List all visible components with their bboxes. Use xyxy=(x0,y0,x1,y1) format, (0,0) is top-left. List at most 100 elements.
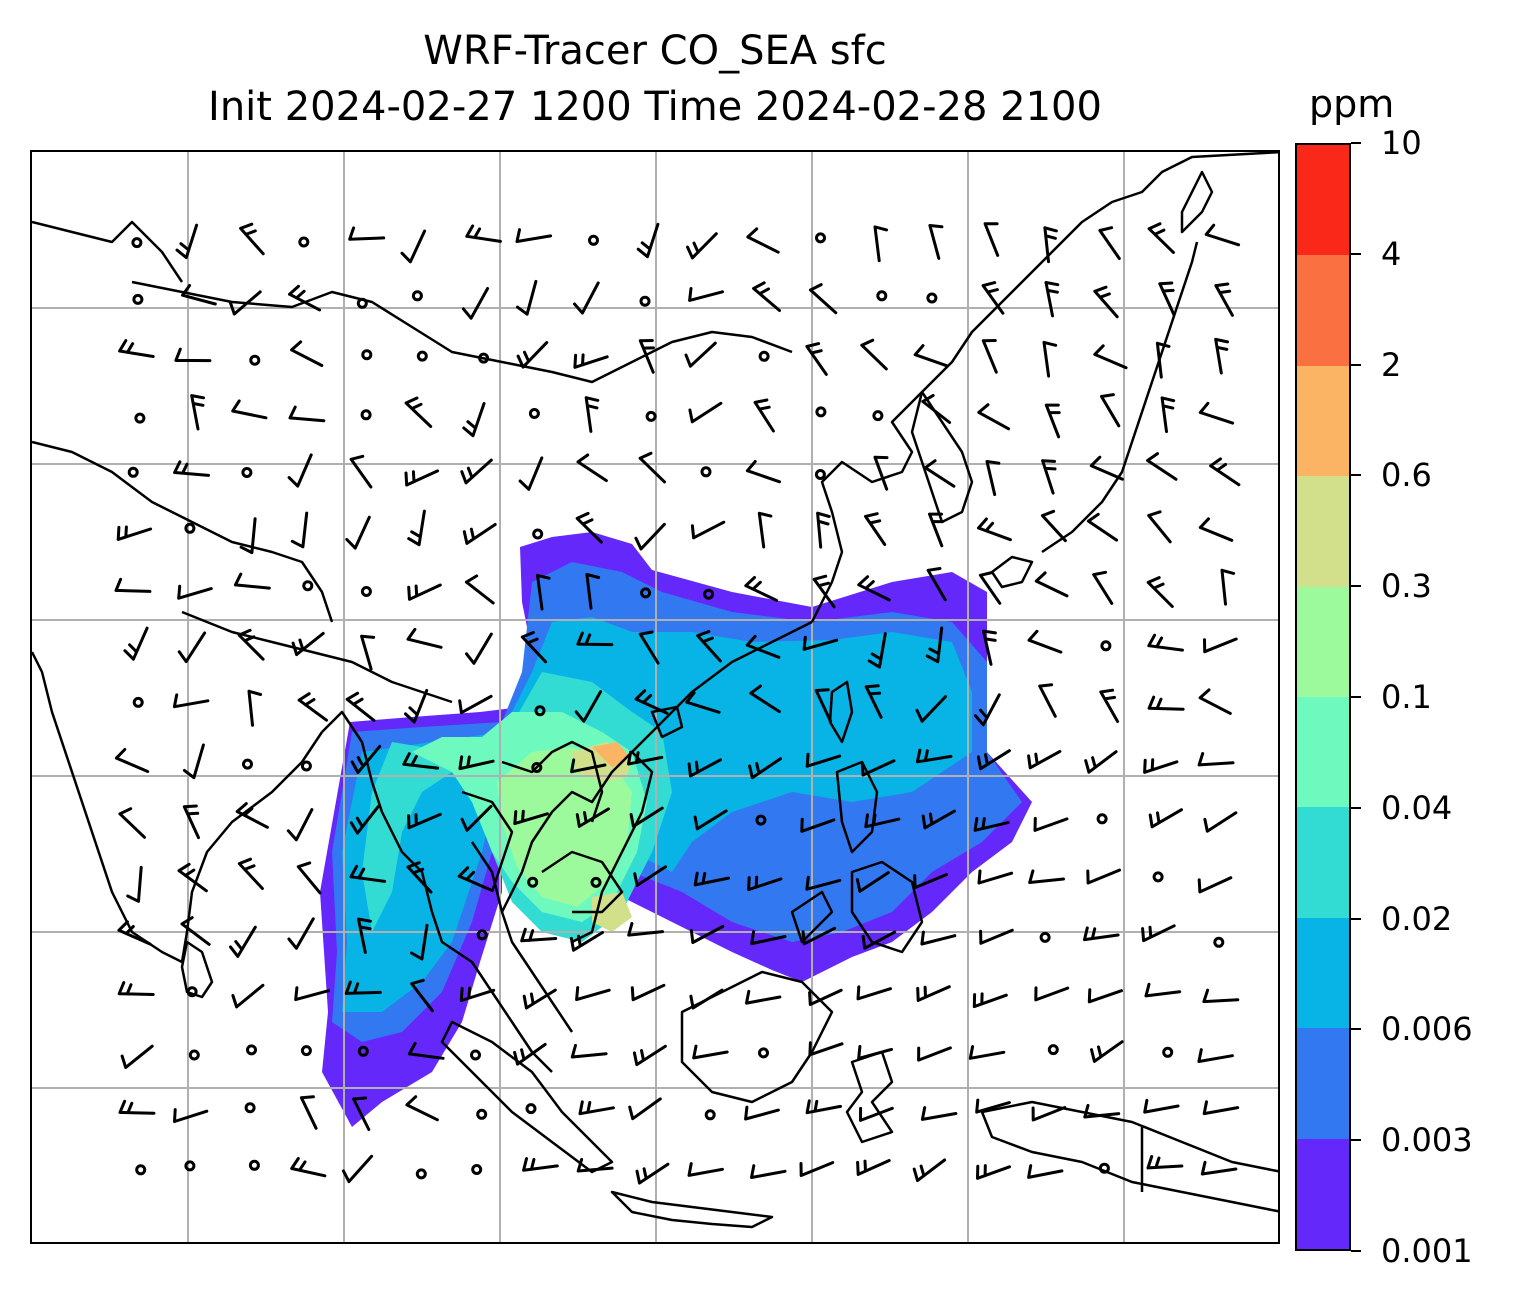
wind-barb xyxy=(750,1164,787,1179)
wind-barb xyxy=(239,222,265,256)
wind-barb xyxy=(286,808,314,842)
colorbar-tick-label: 0.1 xyxy=(1381,678,1432,716)
colorbar-tick-label: 0.001 xyxy=(1381,1232,1473,1270)
colorbar xyxy=(1295,143,1351,1251)
calm-wind-circle xyxy=(298,236,310,248)
wind-barb xyxy=(982,629,997,666)
colorbar-tick xyxy=(1351,363,1361,366)
wind-barb xyxy=(975,1098,1011,1114)
calm-wind-circle xyxy=(184,1160,196,1172)
wind-barb xyxy=(1028,869,1065,884)
colorbar-tick xyxy=(1351,806,1361,809)
wind-barb xyxy=(117,920,152,946)
wind-barb xyxy=(864,684,883,719)
wind-barb xyxy=(404,688,429,724)
wind-barb xyxy=(410,978,434,1013)
wind-barb xyxy=(174,347,212,363)
wind-barb xyxy=(1146,576,1174,608)
wind-barb xyxy=(915,695,947,723)
calm-wind-circle xyxy=(645,410,657,422)
calm-wind-circle xyxy=(471,1164,483,1175)
wind-barb xyxy=(177,862,208,893)
wind-barb xyxy=(407,509,426,547)
wind-barb xyxy=(237,857,264,890)
calm-wind-circle xyxy=(360,409,372,421)
wind-barb xyxy=(228,290,262,316)
wind-barb xyxy=(296,861,322,895)
wind-barb xyxy=(513,1042,547,1066)
wind-barb xyxy=(636,222,660,259)
mongolia-border xyxy=(131,280,793,384)
wind-barb xyxy=(816,511,831,549)
japan-kyushu xyxy=(990,555,1034,589)
wind-barb xyxy=(1200,1160,1238,1176)
colorbar-band xyxy=(1297,255,1349,366)
wind-barb xyxy=(921,809,956,830)
calm-wind-circle xyxy=(186,986,198,998)
wind-barb xyxy=(457,866,492,892)
wind-barb xyxy=(985,460,1001,497)
wind-barb xyxy=(360,634,376,671)
wind-barb xyxy=(749,684,781,714)
wind-barb xyxy=(690,520,726,540)
wind-barb xyxy=(515,228,553,243)
wind-barb xyxy=(689,988,724,1010)
korea xyxy=(910,390,974,524)
wind-barb xyxy=(1027,629,1063,654)
calm-wind-circle xyxy=(300,1045,312,1057)
wind-barb xyxy=(1146,1155,1184,1170)
map-panel xyxy=(30,150,1280,1244)
wind-barb xyxy=(693,809,728,831)
wind-barb xyxy=(627,750,664,766)
colorbar-band xyxy=(1297,476,1349,587)
wind-barb xyxy=(973,817,1010,832)
wind-barb xyxy=(983,222,1000,257)
himalaya-border xyxy=(181,610,453,704)
calm-wind-circle xyxy=(135,1164,147,1176)
calm-wind-circle xyxy=(1039,931,1051,943)
wind-barb xyxy=(920,930,957,946)
wind-barb xyxy=(917,1046,952,1062)
wind-barb xyxy=(1093,344,1128,370)
calm-wind-circle xyxy=(360,586,372,597)
wind-barb xyxy=(977,403,1011,431)
wind-barb xyxy=(402,752,440,770)
calm-wind-circle xyxy=(1100,640,1112,652)
calm-wind-circle xyxy=(528,408,540,419)
chart-title: WRF-Tracer CO_SEA sfc xyxy=(423,28,887,74)
wind-barb xyxy=(575,807,610,828)
wind-barb xyxy=(462,523,497,545)
wind-barb xyxy=(856,1159,891,1176)
wind-barb xyxy=(1198,517,1234,542)
wind-barb xyxy=(745,460,782,484)
wind-barb xyxy=(407,583,442,601)
calm-wind-circle xyxy=(241,467,253,478)
wind-barb xyxy=(873,225,889,263)
wind-barb xyxy=(978,571,1002,605)
wind-barb xyxy=(915,748,953,764)
calm-wind-circle xyxy=(534,705,546,717)
wind-barb xyxy=(465,632,493,665)
wind-barb xyxy=(1093,285,1119,319)
wind-barb xyxy=(1220,568,1236,606)
wind-barb xyxy=(1197,876,1233,894)
wind-barb xyxy=(462,402,486,438)
wind-barb xyxy=(809,283,838,315)
calm-wind-circle xyxy=(302,580,314,592)
wind-barb xyxy=(687,1162,724,1177)
wind-barb xyxy=(799,1161,835,1177)
wind-barb xyxy=(912,1158,947,1183)
colorbar-band xyxy=(1297,1028,1349,1139)
wind-barb xyxy=(575,511,603,544)
wind-barb xyxy=(921,393,952,424)
wind-barb xyxy=(1147,633,1184,652)
wind-barb xyxy=(181,284,217,306)
calm-wind-circle xyxy=(478,352,490,364)
wind-barb xyxy=(1038,683,1057,718)
wind-barb xyxy=(1203,811,1238,833)
vietnam-coast xyxy=(631,620,813,753)
wind-barb xyxy=(857,575,891,602)
wind-barb xyxy=(460,458,493,485)
wind-barb xyxy=(290,511,309,549)
taiwan xyxy=(828,680,854,744)
